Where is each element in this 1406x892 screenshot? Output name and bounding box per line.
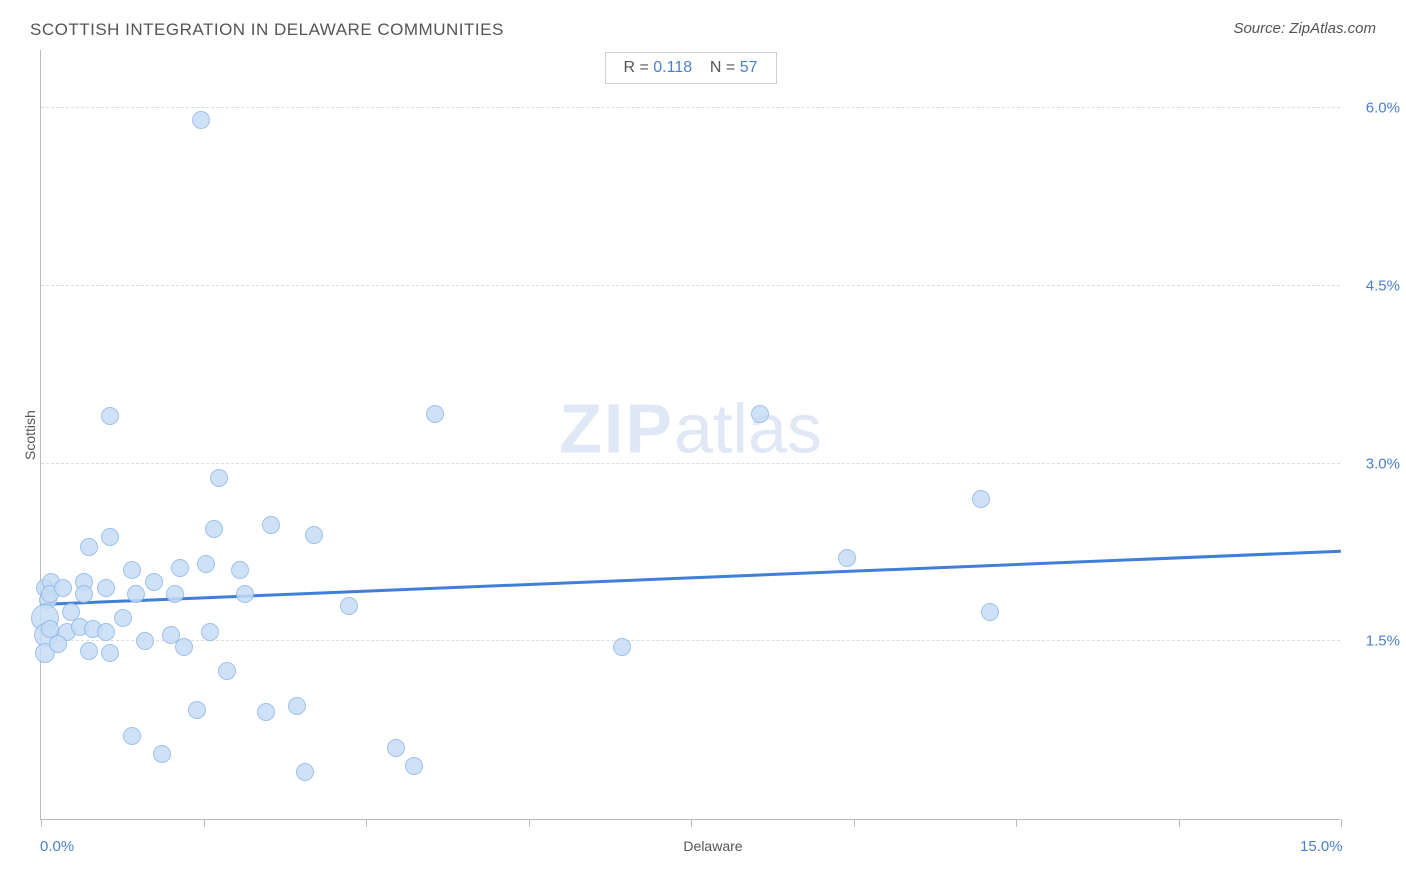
data-point: [114, 609, 132, 627]
data-point: [136, 632, 154, 650]
y-tick-label: 6.0%: [1345, 100, 1400, 117]
data-point: [387, 739, 405, 757]
data-point: [751, 405, 769, 423]
data-point: [296, 763, 314, 781]
data-point: [305, 526, 323, 544]
y-tick-label: 3.0%: [1345, 455, 1400, 472]
x-tick: [41, 819, 42, 827]
x-tick: [366, 819, 367, 827]
gridline: [41, 463, 1340, 464]
x-tick: [1341, 819, 1342, 827]
data-point: [49, 635, 67, 653]
data-point: [123, 561, 141, 579]
x-axis-max-label: 15.0%: [1300, 838, 1343, 855]
scatter-plot-area: ZIPatlas R = 0.118 N = 57 1.5%3.0%4.5%6.…: [40, 50, 1340, 820]
data-point: [972, 490, 990, 508]
chart-title: SCOTTISH INTEGRATION IN DELAWARE COMMUNI…: [30, 20, 504, 39]
data-point: [192, 111, 210, 129]
data-point: [426, 405, 444, 423]
data-point: [262, 516, 280, 534]
data-point: [75, 585, 93, 603]
watermark: ZIPatlas: [559, 388, 822, 468]
gridline: [41, 107, 1340, 108]
data-point: [62, 603, 80, 621]
x-tick: [204, 819, 205, 827]
x-tick: [529, 819, 530, 827]
data-point: [205, 520, 223, 538]
data-point: [97, 579, 115, 597]
data-point: [613, 638, 631, 656]
gridline: [41, 640, 1340, 641]
data-point: [97, 623, 115, 641]
data-point: [236, 585, 254, 603]
data-point: [80, 538, 98, 556]
chart-container: Scottish ZIPatlas R = 0.118 N = 57 1.5%3…: [40, 50, 1386, 820]
data-point: [175, 638, 193, 656]
data-point: [405, 757, 423, 775]
data-point: [981, 603, 999, 621]
data-point: [101, 528, 119, 546]
data-point: [80, 642, 98, 660]
y-tick-label: 1.5%: [1345, 633, 1400, 650]
data-point: [127, 585, 145, 603]
x-tick: [691, 819, 692, 827]
n-label: N =: [710, 59, 740, 76]
stats-box: R = 0.118 N = 57: [604, 52, 776, 84]
data-point: [153, 745, 171, 763]
source-label: Source: ZipAtlas.com: [1233, 20, 1376, 37]
x-axis-min-label: 0.0%: [40, 838, 74, 855]
x-tick: [854, 819, 855, 827]
x-tick: [1179, 819, 1180, 827]
r-label: R =: [623, 59, 653, 76]
data-point: [218, 662, 236, 680]
r-value: 0.118: [653, 59, 692, 76]
data-point: [123, 727, 141, 745]
data-point: [166, 585, 184, 603]
data-point: [257, 703, 275, 721]
data-point: [101, 407, 119, 425]
gridline: [41, 285, 1340, 286]
data-point: [838, 549, 856, 567]
data-point: [288, 697, 306, 715]
data-point: [171, 559, 189, 577]
data-point: [188, 701, 206, 719]
data-point: [231, 561, 249, 579]
data-point: [210, 469, 228, 487]
x-axis-label: Delaware: [683, 838, 742, 854]
data-point: [54, 579, 72, 597]
y-tick-label: 4.5%: [1345, 277, 1400, 294]
n-value: 57: [740, 59, 758, 76]
x-tick: [1016, 819, 1017, 827]
data-point: [340, 597, 358, 615]
data-point: [201, 623, 219, 641]
y-axis-label: Scottish: [22, 410, 38, 460]
data-point: [101, 644, 119, 662]
data-point: [197, 555, 215, 573]
data-point: [145, 573, 163, 591]
